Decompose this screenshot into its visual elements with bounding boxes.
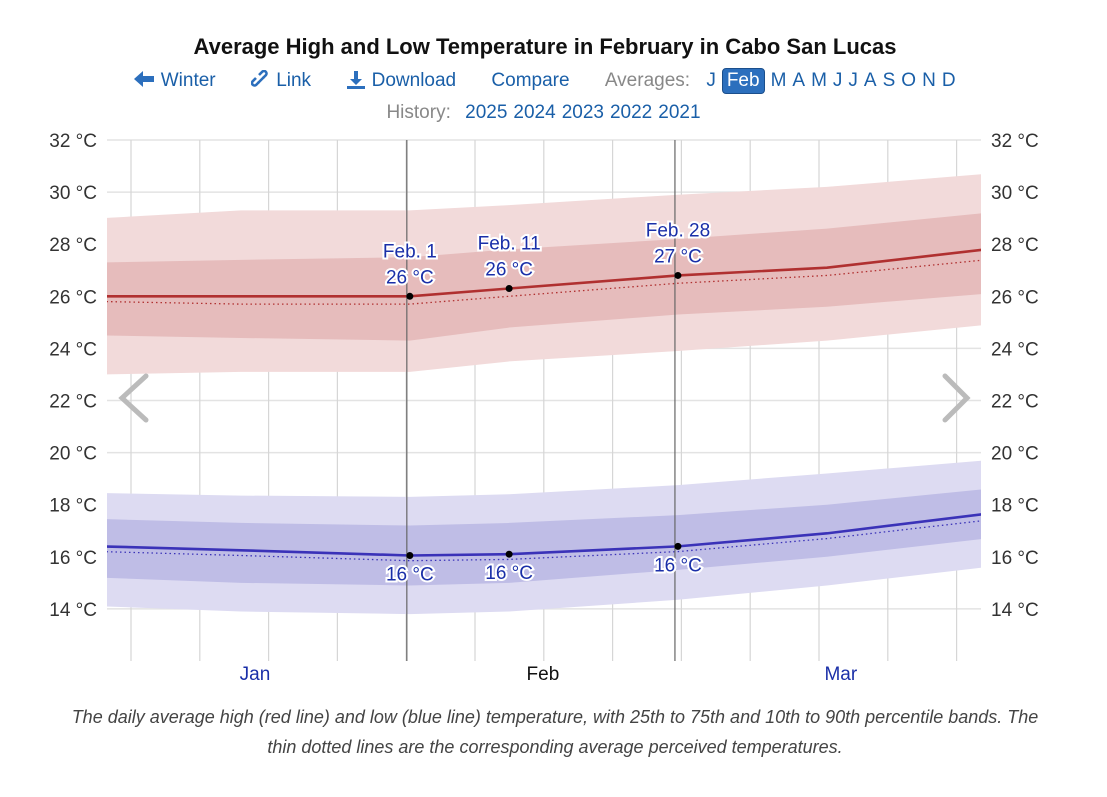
month-link-2[interactable]: M [770,70,787,91]
y-tick-left: 24 °C [49,339,97,360]
y-tick-right: 16 °C [991,548,1039,569]
y-tick-right: 14 °C [991,600,1039,621]
page-title: Average High and Low Temperature in Febr… [193,34,897,59]
high-point [505,284,513,292]
low-point [406,551,414,559]
high-point [406,292,414,300]
y-tick-right: 32 °C [991,131,1039,152]
y-tick-left: 18 °C [49,496,97,517]
annotation-low: 16 °C [386,564,434,585]
high-point [674,271,682,279]
y-tick-right: 22 °C [991,392,1039,413]
month-link-10[interactable]: N [922,70,936,91]
annotation-low: 16 °C [485,563,533,584]
month-link-8[interactable]: S [882,70,896,91]
y-tick-left: 26 °C [49,287,97,308]
history-label: History: [386,102,451,123]
history-year-2022[interactable]: 2022 [609,102,653,123]
y-tick-left: 16 °C [49,548,97,569]
compare-link[interactable]: Compare [491,70,570,91]
y-tick-left: 14 °C [49,600,97,621]
low-point [674,542,682,550]
download-button[interactable]: Download [346,70,456,93]
chart-caption: The daily average high (red line) and lo… [71,707,1039,757]
month-link-4[interactable]: M [811,70,827,91]
y-tick-right: 18 °C [991,496,1039,517]
history-year-2025[interactable]: 2025 [465,102,508,123]
month-selector: J Feb M A M J J A S O N D [703,68,958,94]
annotation-date: Feb. 28 [646,220,710,241]
month-link-6[interactable]: J [848,70,858,91]
link-button[interactable]: Link [250,69,311,93]
chevron-right-icon[interactable] [942,373,971,423]
y-tick-right: 20 °C [991,444,1039,465]
y-tick-left: 22 °C [49,392,97,413]
month-link-0[interactable]: J [706,70,716,91]
nav-bar: Winter Link Download Compare Averages: J… [0,68,1092,94]
annotation-date: Feb. 11 [478,233,541,254]
history-year-2023[interactable]: 2023 [561,102,604,123]
low-perceived-line [107,520,981,562]
chevron-left-icon[interactable] [118,373,149,423]
x-tick-label: Jan [240,664,271,685]
averages-label: Averages: [604,70,691,91]
x-tick-label: Mar [824,664,857,685]
history-years: 2025 2024 2023 2022 2021 [462,102,703,123]
y-tick-left: 30 °C [49,183,97,204]
month-link-1[interactable]: Feb [721,68,765,94]
annotation-date: Feb. 1 [383,241,437,262]
download-icon [347,70,366,89]
low-point [505,550,513,558]
month-link-7[interactable]: A [863,70,877,91]
history-bar: History: 2025 2024 2023 2022 2021 [0,102,1090,124]
history-year-2024[interactable]: 2024 [513,102,556,123]
link-icon [250,69,268,87]
winter-back-link[interactable]: Winter [133,70,216,92]
arrow-left-icon [134,71,155,87]
high-band-25-75 [107,213,981,341]
y-tick-right: 28 °C [991,235,1039,256]
y-tick-right: 26 °C [991,287,1039,308]
high-perceived-line [107,259,981,305]
y-tick-left: 20 °C [49,444,97,465]
y-tick-left: 32 °C [49,131,97,152]
month-link-3[interactable]: A [792,70,806,91]
temperature-chart: 14 °C 14 °C 16 °C 16 °C 18 °C 18 °C 20 °C 20 °C… [49,131,1039,685]
low-band-25-75 [107,489,981,586]
y-tick-left: 28 °C [49,235,97,256]
annotation-high: 26 °C [485,259,533,280]
annotation-high: 26 °C [386,267,434,288]
annotation-high: 27 °C [654,246,702,267]
month-link-9[interactable]: O [901,70,917,91]
y-tick-right: 30 °C [991,183,1039,204]
annotation-low: 16 °C [654,555,702,576]
y-tick-right: 24 °C [991,339,1039,360]
month-link-5[interactable]: J [832,70,843,91]
month-link-11[interactable]: D [941,70,956,91]
history-year-2021[interactable]: 2021 [658,102,701,123]
x-tick-label: Feb [527,664,560,685]
